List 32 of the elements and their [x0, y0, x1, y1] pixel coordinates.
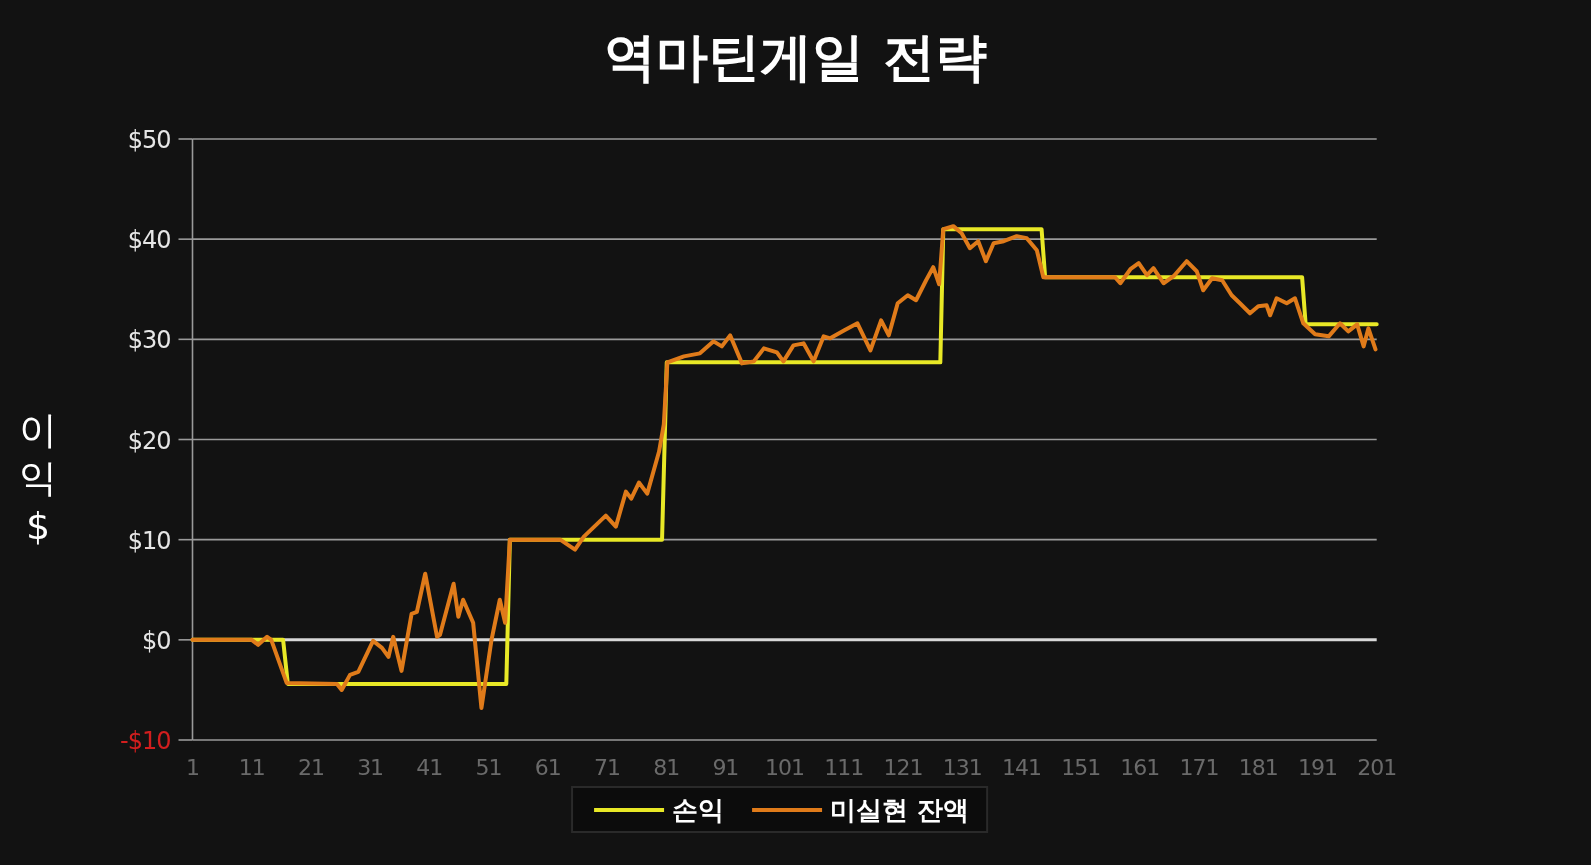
x-tick-label: 181	[1238, 755, 1278, 780]
y-tick-label: $30	[127, 326, 171, 355]
x-tick-label: 11	[238, 755, 265, 780]
y-tick-label: $50	[127, 126, 171, 154]
legend-label: 손익	[672, 795, 725, 825]
y-tick-label: $10	[127, 526, 171, 555]
x-tick-label: 81	[653, 755, 680, 780]
x-tick-label: 141	[1001, 755, 1041, 780]
chart-title: 역마틴게일 전략	[604, 27, 987, 87]
x-tick-label: 171	[1179, 755, 1219, 780]
x-tick-label: 21	[297, 755, 324, 780]
x-tick-label: 1	[186, 755, 199, 780]
y-tick-label: $0	[141, 626, 171, 655]
x-tick-label: 91	[712, 755, 739, 780]
y-tick-label: $20	[127, 426, 171, 455]
x-tick-label: 111	[824, 755, 864, 780]
x-tick-label: 151	[1061, 755, 1101, 780]
x-tick-label: 121	[883, 755, 923, 780]
legend-label: 미실현 잔액	[830, 795, 970, 825]
y-axis-title: 이익 $	[19, 408, 57, 548]
x-tick-label: 51	[475, 755, 502, 780]
x-tick-label: 71	[593, 755, 620, 780]
x-tick-label: 201	[1357, 755, 1397, 780]
x-tick-label: 131	[942, 755, 982, 780]
x-tick-label: 161	[1120, 755, 1160, 780]
y-tick-label: -$10	[120, 727, 171, 755]
x-tick-label: 31	[357, 755, 384, 780]
x-tick-label: 101	[765, 755, 805, 780]
x-tick-label: 61	[534, 755, 561, 780]
x-tick-label: 41	[416, 755, 443, 780]
x-tick-label: 191	[1297, 755, 1337, 780]
y-tick-label: $40	[127, 226, 171, 255]
